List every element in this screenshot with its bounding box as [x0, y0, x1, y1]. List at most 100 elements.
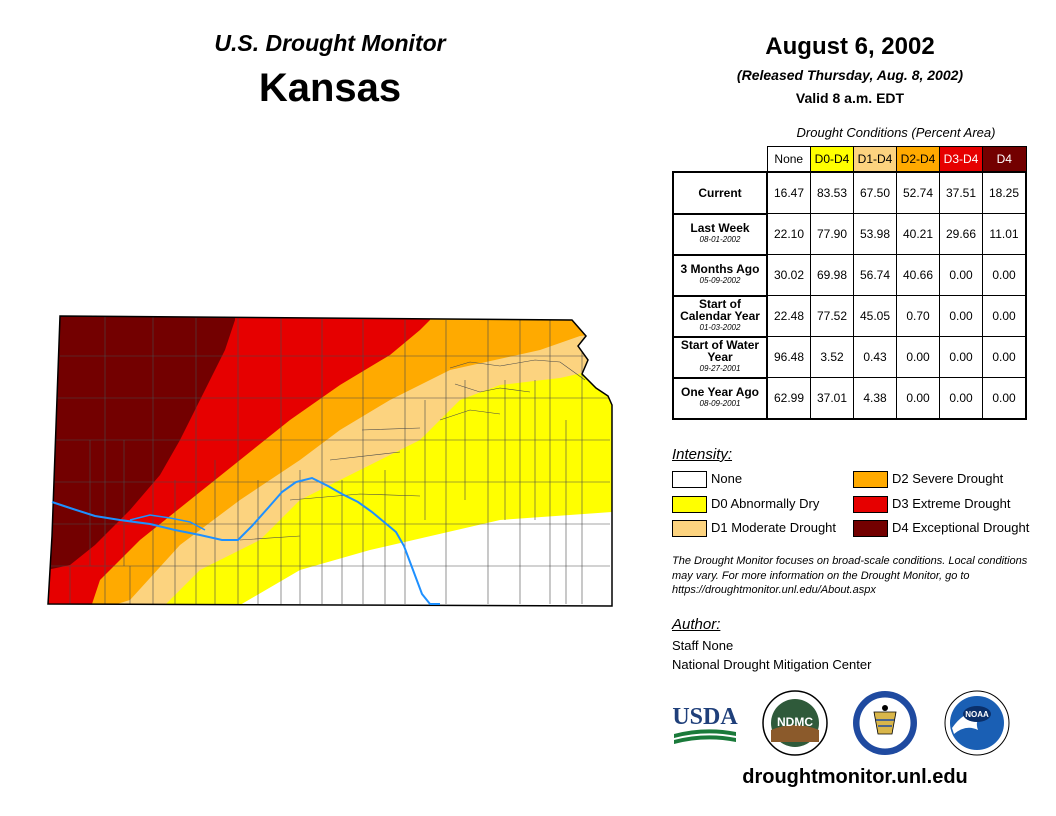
- author-title: Author:: [672, 616, 721, 633]
- table-cell: 30.02: [766, 254, 811, 296]
- map-subtitle: U.S. Drought Monitor: [214, 30, 446, 56]
- arkansas-river: [51, 476, 440, 605]
- river-tributary: [129, 514, 206, 531]
- table-cell: 45.05: [853, 295, 897, 337]
- table-cell: 52.74: [896, 171, 940, 214]
- row-header: Current: [672, 171, 768, 215]
- legend-label: D1 Moderate Drought: [711, 520, 837, 535]
- release-date: (Released Thursday, Aug. 8, 2002): [736, 67, 964, 83]
- table-cell: 0.00: [939, 295, 983, 337]
- row-label: 3 Months Ago: [680, 262, 760, 276]
- table-cell: 53.98: [853, 213, 897, 255]
- table-header-row: None D0-D4 D1-D4 D2-D4 D3-D4 D4: [673, 146, 1027, 173]
- table-cell: 67.50: [853, 171, 897, 214]
- table-cell: 22.48: [766, 295, 811, 337]
- legend-swatch: [672, 496, 707, 513]
- table-row: Last Week 08-01-2002 22.10 77.90 53.98 40.21 2…: [672, 212, 1027, 256]
- row-header: One Year Ago 08-09-2001: [672, 376, 768, 420]
- table-cell: 0.00: [896, 377, 940, 420]
- row-header: 3 Months Ago 05-09-2002: [672, 253, 768, 297]
- table-cell: 0.00: [939, 336, 983, 378]
- row-label: Current: [698, 185, 742, 200]
- ndmc-logo-text: NDMC: [777, 715, 813, 729]
- table-row: 3 Months Ago 05-09-2002 30.02 69.98 56.74 40.…: [672, 253, 1027, 297]
- table-row: Start of Water Year 09-27-2001 96.48 3.52 0.…: [672, 335, 1027, 379]
- legend-label: D3 Extreme Drought: [892, 496, 1011, 511]
- table-caption: Drought Conditions (Percent Area): [796, 125, 996, 140]
- kansas-drought-map: [47, 315, 613, 607]
- valid-time: Valid 8 a.m. EDT: [795, 90, 905, 106]
- usda-logo: USDA: [672, 704, 738, 744]
- table-cell: 40.66: [896, 254, 940, 296]
- author-name: Staff None: [672, 638, 734, 653]
- table-cell: 0.00: [896, 336, 940, 378]
- table-cell: 56.74: [853, 254, 897, 296]
- table-cell: 16.47: [766, 171, 811, 214]
- ndmc-logo: NDMC: [762, 690, 828, 756]
- disclaimer-note: The Drought Monitor focuses on broad-sca…: [672, 555, 1028, 596]
- table-cell: 3.52: [810, 336, 854, 378]
- legend-swatch: [853, 471, 888, 488]
- table-row: One Year Ago 08-09-2001 62.99 37.01 4.38 0.00…: [672, 376, 1027, 420]
- row-header: Start of Water Year 09-27-2001: [672, 335, 768, 379]
- table-corner: [673, 147, 767, 173]
- drought-stats-table: None D0-D4 D1-D4 D2-D4 D3-D4 D4 Current 1…: [672, 146, 1027, 420]
- table-cell: 0.00: [939, 254, 983, 296]
- author-org: National Drought Mitigation Center: [672, 657, 872, 672]
- row-label: Start of Water Year: [680, 338, 760, 364]
- legend-swatch: [853, 496, 888, 513]
- state-title: Kansas: [258, 66, 402, 110]
- legend-title: Intensity:: [672, 446, 733, 463]
- website-link[interactable]: droughtmonitor.unl.edu: [742, 766, 968, 788]
- usda-logo-text: USDA: [672, 704, 738, 730]
- table-cell: 0.00: [982, 377, 1027, 420]
- table-cell: 77.52: [810, 295, 854, 337]
- col-header: D4: [982, 146, 1027, 173]
- legend-label: D4 Exceptional Drought: [892, 520, 1030, 535]
- table-cell: 37.01: [810, 377, 854, 420]
- table-cell: 29.66: [939, 213, 983, 255]
- legend-swatch: [672, 471, 707, 488]
- col-header: D3-D4: [939, 146, 983, 173]
- table-cell: 83.53: [810, 171, 854, 214]
- row-header: Start of Calendar Year 01-03-2002: [672, 294, 768, 338]
- county-grid: [48, 316, 610, 604]
- row-date: 08-09-2001: [699, 399, 741, 409]
- table-cell: 77.90: [810, 213, 854, 255]
- table-cell: 4.38: [853, 377, 897, 420]
- table-cell: 96.48: [766, 336, 811, 378]
- row-date: 05-09-2002: [699, 276, 741, 285]
- legend-swatch: [672, 520, 707, 537]
- table-cell: 0.70: [896, 295, 940, 337]
- table-cell: 37.51: [939, 171, 983, 214]
- table-row: Current 16.47 83.53 67.50 52.74 37.51 18.25: [672, 171, 1027, 215]
- legend-swatch: [853, 520, 888, 537]
- col-header: D0-D4: [810, 146, 854, 173]
- col-header: None: [766, 146, 811, 173]
- table-cell: 22.10: [766, 213, 811, 255]
- table-cell: 0.00: [982, 295, 1027, 337]
- table-cell: 0.00: [982, 336, 1027, 378]
- table-cell: 0.00: [982, 254, 1027, 296]
- table-row: Start of Calendar Year 01-03-2002 22.48 77.…: [672, 294, 1027, 338]
- row-date: 08-01-2002: [699, 235, 741, 244]
- col-header: D1-D4: [853, 146, 897, 173]
- legend-label: D2 Severe Drought: [892, 471, 1004, 486]
- table-cell: 0.43: [853, 336, 897, 378]
- legend-label: D0 Abnormally Dry: [711, 496, 820, 511]
- row-date: 01-03-2002: [699, 323, 741, 332]
- table-cell: 11.01: [982, 213, 1027, 255]
- table-cell: 0.00: [939, 377, 983, 420]
- row-label: One Year Ago: [680, 385, 760, 400]
- table-cell: 18.25: [982, 171, 1027, 214]
- row-header: Last Week 08-01-2002: [672, 212, 768, 256]
- row-label: Last Week: [690, 221, 750, 235]
- zone-d4: [48, 316, 240, 580]
- table-cell: 40.21: [896, 213, 940, 255]
- table-cell: 69.98: [810, 254, 854, 296]
- map-date: August 6, 2002: [765, 33, 935, 60]
- noaa-logo-text: NOAA: [965, 710, 989, 719]
- commerce-seal-logo: [853, 691, 917, 755]
- col-header: D2-D4: [896, 146, 940, 173]
- table-cell: 62.99: [766, 377, 811, 420]
